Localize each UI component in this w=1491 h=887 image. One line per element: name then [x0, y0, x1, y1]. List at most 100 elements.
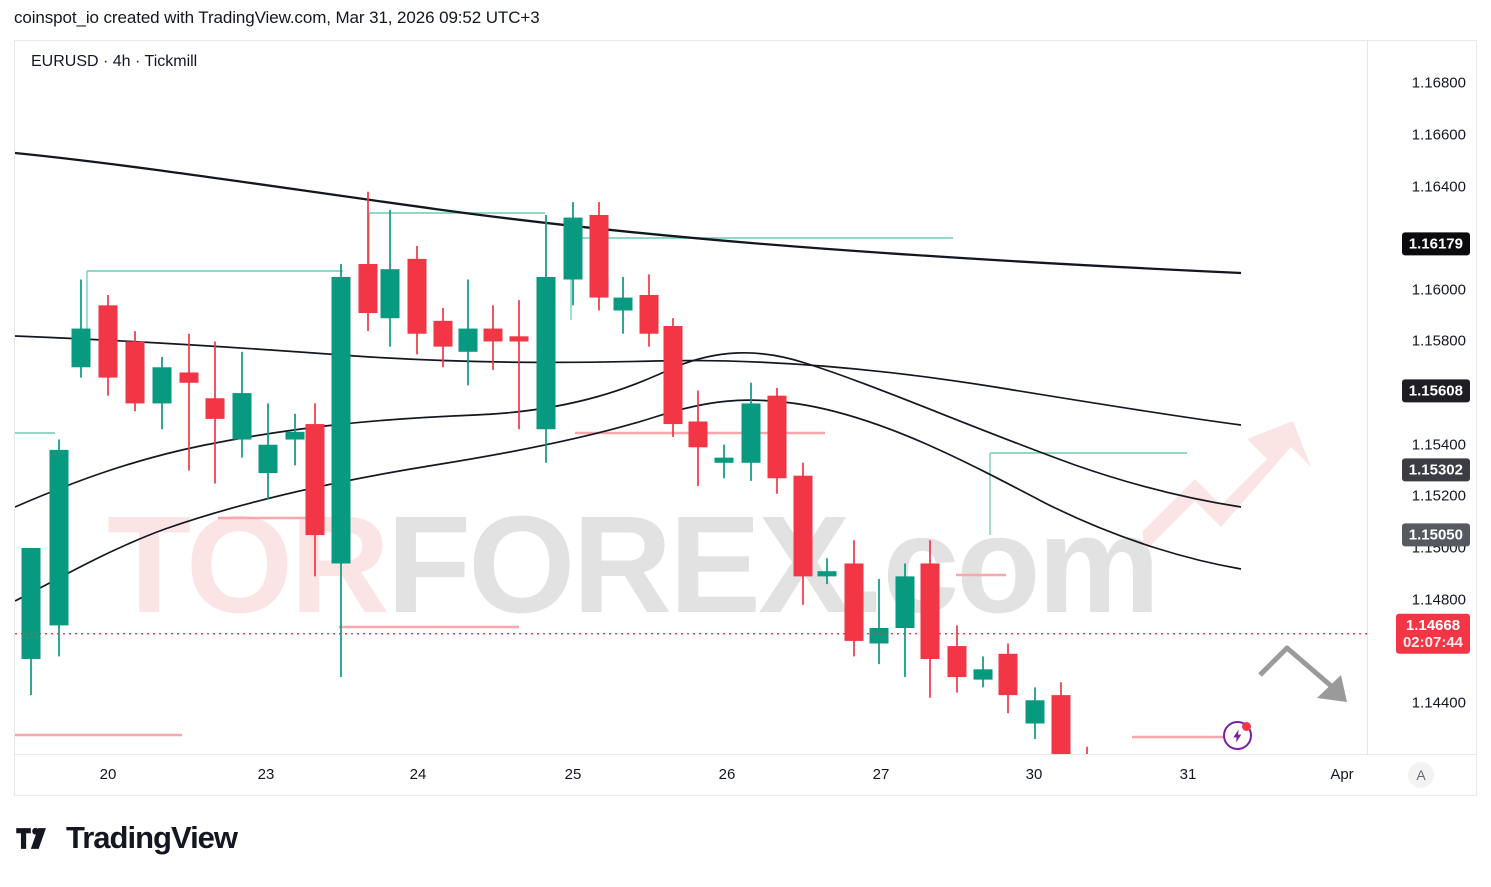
candle	[509, 300, 529, 430]
candle	[895, 563, 915, 678]
MA-slow	[15, 151, 1242, 275]
candle	[817, 558, 837, 585]
price-tick: 1.15400	[1411, 436, 1466, 454]
candle	[125, 331, 145, 412]
candle-body	[483, 328, 503, 342]
candle-body	[688, 421, 708, 448]
forecast-arrow-icon	[1258, 645, 1347, 702]
candle	[433, 307, 453, 368]
candle-body	[433, 320, 453, 347]
candle-body	[589, 214, 609, 298]
candle-body	[998, 653, 1018, 696]
price-badge: 1.15608	[1401, 379, 1470, 403]
axis-settings-badge[interactable]: A	[1408, 762, 1434, 788]
chart-frame: EURUSD · 4h · Tickmill TORFOREX.com	[14, 40, 1477, 796]
candle	[947, 625, 967, 693]
candle	[458, 279, 478, 386]
time-tick: 30	[1025, 766, 1043, 783]
MA-fastest	[15, 399, 1242, 602]
candle	[688, 390, 708, 487]
candle-body	[947, 646, 967, 678]
candle	[232, 351, 252, 458]
candle	[563, 202, 583, 306]
candle-body	[258, 444, 278, 474]
candle	[483, 305, 503, 370]
candle-body	[563, 217, 583, 280]
candle-body	[380, 269, 400, 319]
candle	[793, 462, 813, 605]
candle-body	[179, 372, 199, 383]
attribution-text: coinspot_io created with TradingView.com…	[14, 8, 540, 27]
candlestick-chart[interactable]	[15, 41, 1369, 755]
candle-body	[973, 669, 993, 680]
time-tick: Apr	[1330, 766, 1354, 783]
candle	[714, 444, 734, 479]
time-tick: 31	[1179, 766, 1197, 783]
earnings-lightning-icon[interactable]	[1223, 721, 1252, 750]
candle-body	[458, 328, 478, 352]
candle	[152, 356, 172, 430]
candle	[869, 578, 889, 665]
event-alert-dot	[1242, 722, 1251, 731]
candle	[98, 295, 118, 396]
chart-plot-area[interactable]: TORFOREX.com	[15, 41, 1369, 755]
tradingview-mark-icon	[16, 827, 46, 849]
candles-layer	[21, 191, 1088, 755]
price-tick: 1.14800	[1411, 591, 1466, 609]
price-tick: 1.16800	[1411, 74, 1466, 92]
time-axis[interactable]: A 20 23 24 25 26 27 30 31 Apr	[15, 754, 1476, 795]
candle-body	[407, 258, 427, 334]
time-tick: 26	[718, 766, 736, 783]
candle	[973, 656, 993, 688]
candle-body	[98, 305, 118, 378]
price-tick: 1.16000	[1411, 281, 1466, 299]
candle	[663, 318, 683, 437]
last-price-value: 1.14668	[1405, 616, 1461, 634]
candle	[205, 341, 225, 484]
candle	[589, 202, 609, 311]
candle	[331, 264, 351, 678]
candle-body	[509, 336, 529, 342]
candle-body	[125, 341, 145, 404]
candle	[305, 403, 325, 577]
candle-body	[613, 297, 633, 311]
price-badge: 1.15050	[1401, 523, 1470, 547]
time-tick: 24	[409, 766, 427, 783]
time-tick: 25	[564, 766, 582, 783]
candle-body	[817, 571, 837, 577]
time-tick: 23	[257, 766, 275, 783]
candle	[71, 279, 91, 378]
symbol-legend[interactable]: EURUSD · 4h · Tickmill	[31, 53, 198, 70]
candle-body	[793, 475, 813, 577]
last-price-countdown: 02:07:44	[1402, 633, 1463, 651]
candle	[536, 214, 556, 463]
candle-body	[1051, 695, 1071, 755]
candle-body	[895, 576, 915, 628]
candle	[258, 403, 278, 499]
candle	[49, 439, 69, 657]
price-tick: 1.16600	[1411, 126, 1466, 144]
candle-body	[844, 563, 864, 641]
candle-body	[21, 547, 41, 659]
price-tick: 1.14400	[1411, 694, 1466, 712]
MA-fast	[15, 351, 1242, 508]
candle	[741, 382, 761, 481]
candle-body	[49, 449, 69, 626]
tradingview-logo: TradingView	[16, 820, 238, 856]
candle	[844, 540, 864, 657]
candle-body	[869, 627, 889, 644]
moving-average-layer	[15, 151, 1242, 602]
candle-body	[331, 276, 351, 564]
candle-body	[71, 328, 91, 368]
candle	[358, 191, 378, 332]
candle-body	[305, 424, 325, 536]
candle	[639, 274, 659, 347]
price-tick: 1.15200	[1411, 487, 1466, 505]
price-axis[interactable]: 1.16800 1.16600 1.16400 1.16000 1.15800 1.154…	[1367, 41, 1476, 755]
candle	[407, 245, 427, 355]
last-price-badge: 1.14668 02:07:44	[1395, 613, 1470, 654]
candle	[21, 547, 41, 696]
candle	[179, 333, 199, 471]
candle	[767, 387, 787, 494]
candle-body	[1025, 700, 1045, 724]
